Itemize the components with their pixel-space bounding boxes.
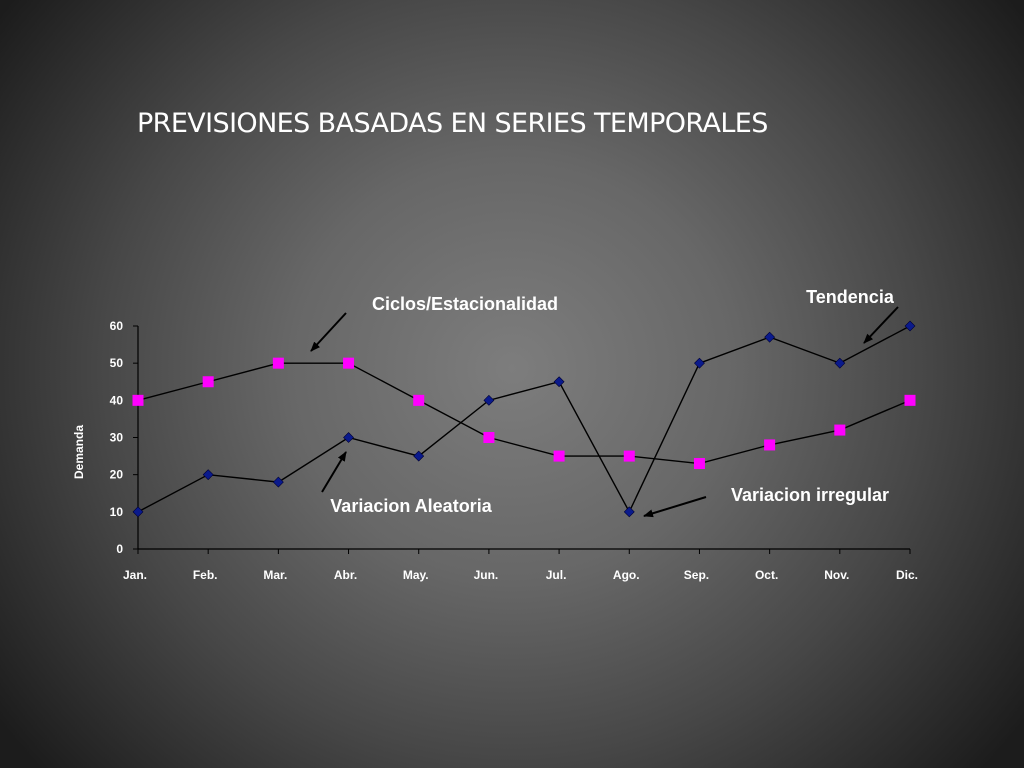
series-2-point	[272, 357, 284, 369]
series-1-point	[272, 476, 284, 488]
series-1-point	[132, 506, 144, 518]
annotation-label: Variacion irregular	[731, 485, 889, 505]
series-1-point	[834, 357, 846, 369]
annotation-arrow	[321, 451, 347, 493]
x-tick-label: Abr.	[334, 568, 357, 582]
x-tick-label: Nov.	[824, 568, 849, 582]
series-2-point	[413, 394, 425, 406]
x-tick-label: Jul.	[546, 568, 567, 582]
series-1-point	[343, 432, 354, 443]
series-2-point	[623, 450, 635, 462]
annotation-arrow	[310, 312, 347, 352]
series-2-point	[834, 424, 846, 436]
x-tick-label: May.	[403, 568, 429, 582]
series-2-point	[343, 357, 355, 369]
series-1-point	[553, 376, 565, 388]
series-2-point	[764, 439, 776, 451]
y-tick-label: 10	[110, 505, 124, 519]
annotation-arrow	[863, 306, 899, 344]
x-tick-label: Feb.	[193, 568, 218, 582]
x-tick-label: Jun.	[474, 568, 499, 582]
y-tick-label: 30	[110, 431, 124, 445]
series-2-point	[553, 450, 565, 462]
annotation-arrow	[643, 496, 707, 518]
series-1-line	[137, 325, 911, 514]
y-tick-label: 50	[110, 356, 124, 370]
annotation-label: Ciclos/Estacionalidad	[372, 294, 558, 314]
series-2-point	[693, 458, 705, 470]
x-tick-label: Sep.	[684, 568, 709, 582]
y-axis-title: Demanda	[72, 425, 86, 479]
series-2-point	[132, 394, 144, 406]
annotation-label: Variacion Aleatoria	[330, 496, 492, 516]
series-1-point	[623, 506, 635, 518]
series-1-point	[413, 450, 425, 462]
x-tick-label: Dic.	[896, 568, 918, 582]
series-2-point	[202, 376, 214, 388]
x-tick-label: Ago.	[613, 568, 640, 582]
slide-title: PREVISIONES BASADAS EN SERIES TEMPORALES	[137, 108, 768, 139]
series-2-point	[483, 432, 495, 443]
annotation-label: Tendencia	[806, 287, 895, 307]
y-tick-label: 0	[116, 542, 123, 556]
y-tick-label: 40	[110, 393, 124, 407]
series-1-point	[904, 320, 916, 332]
x-tick-label: Mar.	[263, 568, 287, 582]
x-tick-label: Oct.	[755, 568, 778, 582]
y-tick-label: 60	[110, 319, 124, 333]
y-tick-label: 20	[110, 468, 124, 482]
x-tick-label: Jan.	[123, 568, 147, 582]
series-1-point	[202, 469, 214, 481]
series-1-point	[764, 331, 776, 343]
series-1-point	[483, 394, 495, 406]
series-2-point	[904, 394, 916, 406]
series-1-point	[694, 357, 705, 369]
series-2-line	[137, 362, 911, 465]
